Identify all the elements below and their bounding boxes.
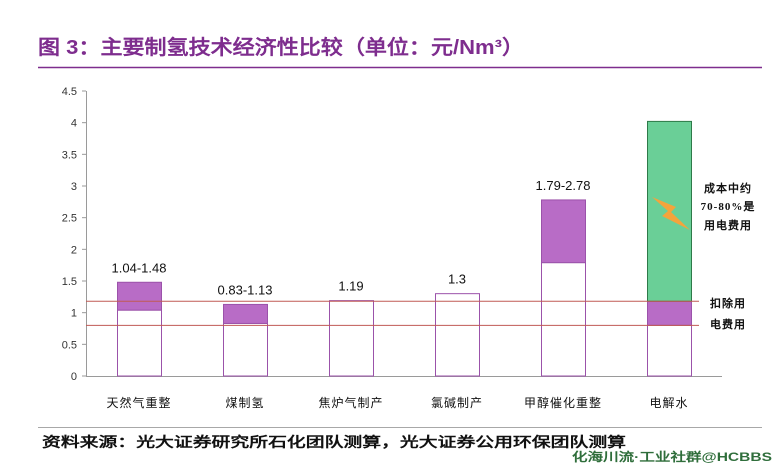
bar-3-base-segment: [329, 300, 374, 377]
bar-group-5: [541, 199, 586, 377]
note-line: 扣除用: [710, 296, 746, 310]
bar-6-range-segment: [647, 300, 692, 326]
x-category-label: 煤制氢: [225, 395, 264, 410]
bar-value-label: 0.83-1.13: [218, 282, 273, 297]
reference-lines: [86, 300, 699, 326]
y-tick-label: 3.5: [62, 149, 77, 161]
x-category-label: 氯碱制产: [431, 396, 483, 410]
chart-title: 图 3：主要制氢技术经济性比较（单位：元/Nm³）: [38, 35, 524, 59]
note-line: 成本中约: [704, 181, 752, 195]
x-category-label: 电解水: [649, 396, 688, 410]
y-tick-label: 1: [71, 308, 77, 320]
bars: [117, 120, 692, 377]
watermark: 化海川流·工业社群@HCBBS: [572, 449, 772, 464]
note-line: 70-80%是: [701, 200, 756, 213]
bar-1-base-segment: [117, 309, 162, 377]
source-note: 资料来源：光大证券研究所石化团队测算，光大证券公用环保团队测算: [42, 434, 626, 451]
x-category-label: 焦炉气制产: [318, 395, 383, 410]
x-category-label: 天然气重整: [106, 395, 171, 410]
axes: 0 0.5 1 1.5 2 2.5 3 3.5 4 4.5: [62, 86, 722, 383]
bar-value-label: 1.19: [338, 279, 363, 294]
bar-4-base-segment: [435, 293, 480, 377]
bar-2-range-segment: [223, 303, 268, 324]
y-tick-label: 0.5: [62, 339, 77, 351]
y-tick-label: 4: [71, 118, 77, 130]
bar-group-1: [117, 281, 162, 377]
bar-value-label: 1.3: [448, 272, 466, 287]
chart-labels: 天然气重整 煤制氢 焦炉气制产 氯碱制产 甲醇催化重整 电解水 1.04-1.48 0.83-…: [106, 178, 688, 410]
y-tick-label: 0: [71, 371, 77, 383]
note-line: 用电费用: [704, 218, 752, 232]
y-tick-label: 2: [71, 244, 77, 256]
x-category-label: 甲醇催化重整: [524, 395, 602, 410]
bar-value-label: 1.04-1.48: [112, 260, 167, 275]
bar-2-base-segment: [223, 322, 268, 377]
bar-1-range-segment: [117, 281, 162, 311]
excluding-electricity-note: 扣除用 电费用: [710, 296, 746, 331]
bar-group-4: [435, 293, 480, 377]
orange-arrow-icon: [652, 197, 690, 230]
note-line: 电费用: [710, 317, 746, 331]
y-tick-label: 1.5: [62, 276, 77, 288]
bar-value-label: 1.79-2.78: [536, 178, 591, 193]
y-tick-label: 3: [71, 181, 77, 193]
bar-6-base-segment: [647, 324, 692, 377]
y-tick-label: 2.5: [62, 213, 77, 225]
bar-5-range-segment: [541, 199, 586, 264]
bar-group-6: [647, 120, 692, 377]
bar-group-3: [329, 300, 374, 377]
electricity-share-note: 成本中约 70-80%是 用电费用: [701, 181, 756, 232]
bar-5-base-segment: [541, 262, 586, 377]
y-tick-label: 4.5: [62, 86, 77, 98]
bar-group-2: [223, 303, 268, 377]
